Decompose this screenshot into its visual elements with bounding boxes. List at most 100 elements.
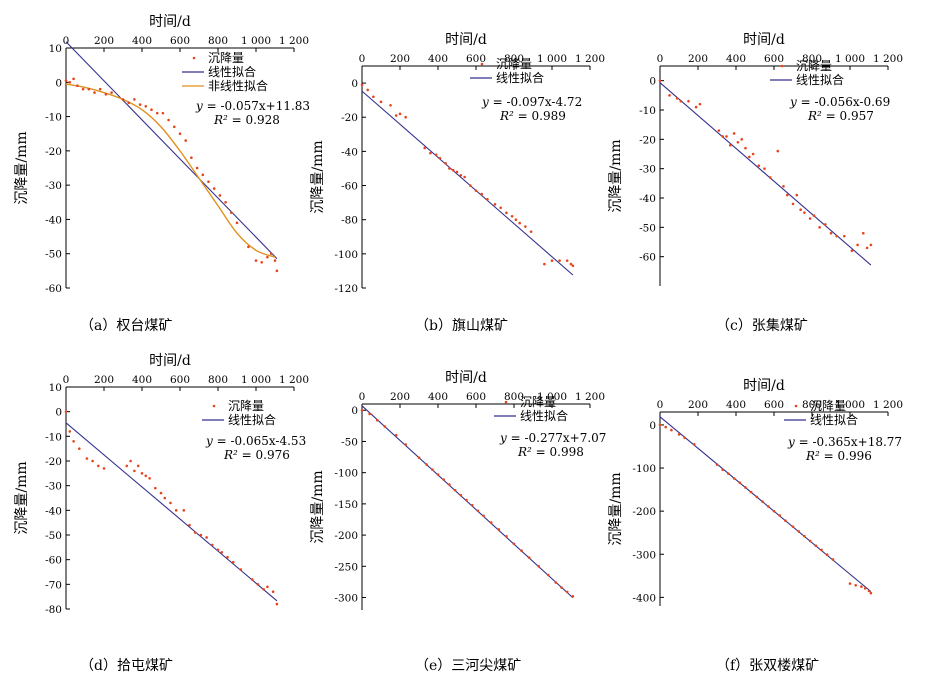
y-tick-label: -40: [45, 214, 62, 226]
linear-fit-line: [65, 422, 278, 602]
equation-body: = -0.057x+11.83: [203, 99, 310, 113]
chart-panel-b: 0 200 400 600 800 1 000 1 200 0 -20 -40 -60 -80 -100…: [310, 32, 605, 334]
data-point: [239, 568, 243, 571]
data-point: [429, 151, 432, 155]
data-point: [843, 234, 846, 238]
data-point: [360, 83, 364, 87]
data-point: [778, 514, 781, 517]
data-point: [795, 193, 799, 197]
data-point: [138, 103, 142, 106]
data-point: [167, 118, 170, 122]
chart-panel-a: 0 200 400 600 800 1 000 1 200100-10-20-30-40-5…: [14, 14, 310, 334]
data-point: [820, 548, 823, 552]
data-point: [818, 226, 821, 229]
data-point: [81, 87, 85, 91]
data-point: [133, 98, 136, 101]
x-tick-label: 0: [657, 53, 664, 65]
data-point: [201, 173, 205, 177]
data-point: [266, 585, 269, 589]
data-point: [174, 509, 178, 512]
data-point: [751, 152, 755, 156]
data-point: [854, 584, 857, 587]
data-point: [658, 79, 662, 82]
data-point: [698, 102, 702, 106]
panel-caption: （c）张集煤矿: [716, 317, 808, 334]
x-axis-title: 时间/d: [149, 353, 191, 369]
data-point: [736, 140, 740, 144]
data-point: [803, 534, 806, 538]
x-axis-title: 时间/d: [445, 370, 487, 386]
data-point: [394, 433, 398, 437]
legend-label: 线性拟合: [208, 64, 256, 79]
data-point: [275, 269, 279, 273]
fit-r-squared: R² = 0.989: [499, 109, 566, 123]
equation-variable: y: [205, 434, 213, 448]
data-point: [784, 519, 787, 522]
legend-marker-scatter: [192, 56, 196, 60]
data-point: [178, 132, 182, 136]
data-point: [64, 79, 68, 82]
r2-value: = 0.998: [532, 445, 584, 459]
data-point: [463, 175, 466, 179]
x-axis-title: 时间/d: [743, 32, 785, 48]
data-point: [368, 412, 371, 416]
panel-caption: （d）拾屯煤矿: [80, 658, 173, 674]
fit-equation: y = -0.365x+18.77: [787, 435, 902, 449]
x-axis-title: 时间/d: [445, 32, 487, 48]
x-tick-label: 0: [63, 35, 70, 47]
x-tick-label: 600: [170, 374, 190, 386]
data-point: [791, 202, 795, 206]
x-tick-label: 600: [170, 35, 190, 47]
y-tick-label: -100: [632, 463, 656, 475]
data-point: [273, 259, 277, 262]
data-point: [486, 197, 489, 201]
data-point: [571, 264, 575, 268]
data-point: [97, 464, 100, 468]
data-point: [510, 214, 514, 218]
data-point: [749, 490, 753, 494]
data-point: [675, 96, 679, 100]
data-point: [725, 135, 728, 138]
data-point: [814, 544, 818, 547]
y-tick-label: 0: [55, 77, 62, 89]
y-tick-label: -10: [639, 105, 656, 117]
data-point: [512, 542, 516, 546]
data-point: [493, 203, 497, 206]
data-point: [803, 211, 806, 214]
equation-variable: y: [499, 431, 507, 445]
data-point: [524, 225, 527, 228]
legend-marker-scatter: [504, 400, 508, 404]
data-point: [250, 578, 254, 581]
data-point: [140, 472, 144, 475]
equation-body: = -0.365x+18.77: [795, 435, 902, 449]
data-point: [476, 509, 480, 513]
legend-label: 沉降量: [496, 57, 532, 71]
data-point: [193, 531, 197, 534]
panel-caption: （a）权台煤矿: [80, 318, 172, 334]
data-point: [692, 443, 696, 446]
data-point: [856, 243, 859, 247]
data-point: [791, 525, 795, 528]
fit-r-squared: R² = 0.976: [223, 448, 290, 462]
fit-r-squared: R² = 0.928: [213, 113, 280, 127]
data-point: [76, 84, 79, 88]
data-point: [87, 87, 91, 91]
x-tick-label: 800: [802, 53, 822, 65]
data-point: [372, 95, 375, 99]
x-tick-label: 1 200: [873, 53, 903, 65]
data-point: [260, 260, 264, 264]
y-tick-label: -100: [334, 468, 358, 480]
y-tick-label: -200: [334, 530, 358, 542]
r2-value: = 0.928: [228, 113, 280, 127]
data-point: [85, 457, 89, 460]
x-tick-label: 1 000: [835, 53, 865, 65]
x-tick-label: 400: [132, 374, 152, 386]
y-tick-label: 0: [351, 78, 358, 90]
equation-variable: y: [195, 99, 203, 113]
data-point: [451, 168, 455, 172]
data-point: [220, 550, 224, 554]
data-point: [379, 100, 383, 104]
data-point: [560, 586, 563, 589]
x-tick-label: 400: [726, 53, 746, 65]
